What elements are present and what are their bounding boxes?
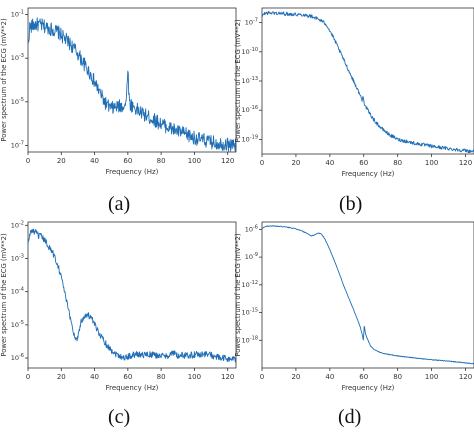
x-tick-label: 60	[123, 373, 132, 381]
x-tick-label: 100	[425, 159, 438, 167]
y-axis-label-a: Power spectrum of the ECG (mV**2)	[0, 18, 8, 142]
y-tick-label: 10-2	[11, 220, 24, 229]
y-tick-label: 10-7	[245, 18, 258, 27]
series-line-a	[27, 17, 237, 152]
x-tick-label: 80	[393, 373, 402, 381]
x-tick-label: 20	[57, 373, 66, 381]
x-tick-label: 120	[459, 373, 472, 381]
y-tick-label: 10-1	[11, 10, 24, 19]
plot-frame-b	[261, 7, 474, 155]
series-line-d	[261, 225, 474, 365]
x-tick-label: 40	[90, 157, 99, 165]
x-tick-label: 20	[57, 157, 66, 165]
y-axis-label-d: Power spectrum of the ECG (mV**2)	[234, 233, 242, 357]
x-tick-label: 120	[459, 159, 472, 167]
y-tick-label: 10-19	[242, 134, 258, 143]
plot-frame-d	[261, 221, 474, 369]
y-tick-label: 10-16	[242, 105, 258, 114]
y-tick-label: 10-3	[11, 254, 24, 263]
x-tick-label: 40	[90, 373, 99, 381]
x-tick-label: 60	[123, 157, 132, 165]
x-axis-label-a: Frequency (Hz)	[106, 168, 159, 176]
series-line-b	[261, 10, 474, 154]
y-tick-label: 10-13	[242, 76, 258, 85]
y-tick-label: 10-7	[11, 140, 24, 149]
x-tick-label: 60	[359, 373, 368, 381]
x-tick-label: 80	[393, 159, 402, 167]
plot-frame-c	[27, 221, 237, 369]
panel-label-c: (c)	[108, 406, 131, 428]
x-tick-label: 40	[325, 159, 334, 167]
y-tick-label: 10-15	[242, 308, 258, 317]
chart-d: 0 20 40 60 80 100 120 10-6 10-9 10-12 10-15 10-18 Fr…	[234, 221, 474, 392]
y-tick-label: 10-6	[11, 353, 24, 362]
x-tick-label: 100	[188, 373, 201, 381]
chart-a: 0 20 40 60 80 100 120 10-1 10-3 10-5 10-7 Frequency…	[0, 7, 237, 176]
y-tick-label: 10-12	[242, 280, 258, 289]
y-tick-label: 10-5	[11, 320, 24, 329]
x-tick-label: 0	[260, 159, 264, 167]
x-tick-label: 0	[26, 157, 30, 165]
y-axis-label-c: Power spectrum of the ECG (mV**2)	[0, 233, 8, 357]
x-tick-label: 80	[157, 157, 166, 165]
x-tick-label: 20	[291, 159, 300, 167]
x-tick-label: 40	[325, 373, 334, 381]
x-tick-label: 0	[260, 373, 264, 381]
x-tick-label: 0	[26, 373, 30, 381]
panel-label-d: (d)	[338, 406, 362, 428]
chart-c: 0 20 40 60 80 100 120 10-2 10-3 10-4 10-5 10-6 Frequ…	[0, 220, 237, 392]
y-tick-label: 10-9	[245, 252, 258, 261]
plot-frame-a	[27, 7, 237, 153]
y-tick-label: 10-5	[11, 97, 24, 106]
y-tick-label: 10-3	[11, 53, 24, 62]
panel-label-a: (a)	[108, 193, 131, 215]
y-tick-label: 10-10	[242, 47, 258, 56]
x-axis-label-b: Frequency (Hz)	[342, 170, 395, 178]
x-tick-label: 100	[188, 157, 201, 165]
x-axis-label-c: Frequency (Hz)	[106, 384, 159, 392]
x-tick-label: 60	[359, 159, 368, 167]
x-tick-label: 20	[291, 373, 300, 381]
x-tick-label: 80	[157, 373, 166, 381]
y-axis-label-b: Power spectrum of the ECG (mV**2)	[234, 19, 242, 143]
x-axis-label-d: Frequency (Hz)	[342, 384, 395, 392]
y-tick-label: 10-4	[11, 287, 24, 296]
panel-label-b: (b)	[339, 193, 363, 215]
x-tick-label: 120	[221, 373, 234, 381]
y-tick-label: 10-6	[245, 224, 258, 233]
x-tick-label: 120	[221, 157, 234, 165]
y-tick-label: 10-18	[242, 335, 258, 344]
chart-b: 0 20 40 60 80 100 120 10-7 10-10 10-13 10-16 10-19 F…	[234, 7, 474, 178]
series-line-c	[27, 228, 237, 363]
x-tick-label: 100	[425, 373, 438, 381]
